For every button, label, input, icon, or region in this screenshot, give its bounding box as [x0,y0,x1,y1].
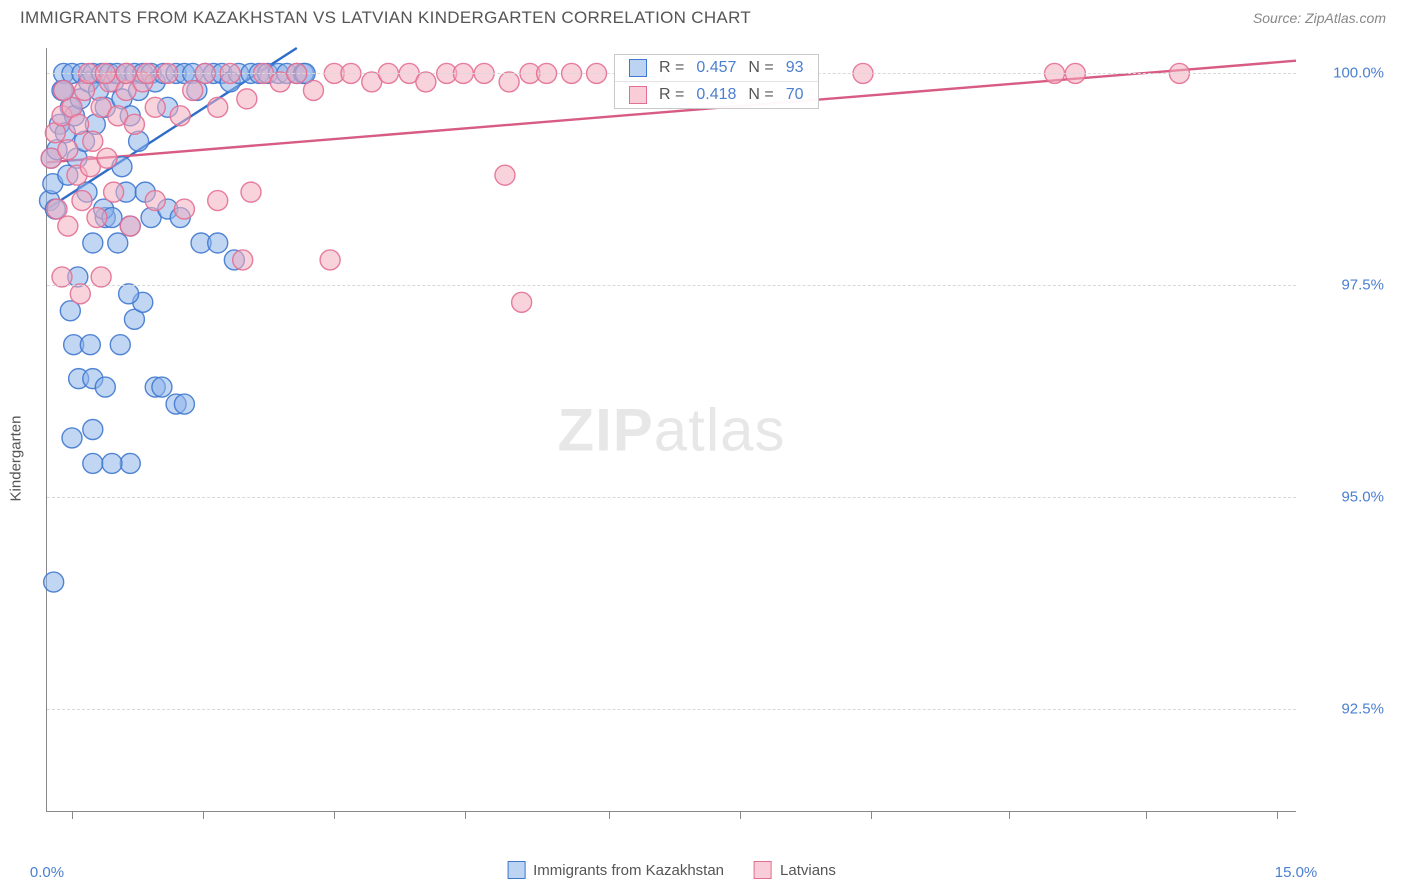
chart-source: Source: ZipAtlas.com [1253,10,1386,26]
gridline-h [47,709,1296,710]
legend-label: Latvians [780,862,836,879]
scatter-point-latvians [52,267,72,287]
n-label: N = [748,59,773,77]
scatter-point-latvians [83,131,103,151]
x-tick-label: 15.0% [1275,864,1318,881]
y-tick-label: 97.5% [1341,277,1384,294]
swatch-latvians [629,86,647,104]
scatter-point-latvians [145,97,165,117]
scatter-point-latvians [124,114,144,134]
scatter-point-kazakhstan [110,335,130,355]
scatter-point-latvians [303,80,323,100]
x-tick-label: 0.0% [30,864,64,881]
scatter-point-latvians [183,80,203,100]
source-label: Source: [1253,10,1301,26]
scatter-point-latvians [97,148,117,168]
swatch-kazakhstan [507,861,525,879]
x-tick [465,811,466,819]
y-tick-label: 100.0% [1333,65,1384,82]
scatter-point-kazakhstan [80,335,100,355]
x-tick [72,811,73,819]
scatter-point-kazakhstan [152,377,172,397]
scatter-point-kazakhstan [83,420,103,440]
scatter-point-latvians [145,191,165,211]
scatter-point-latvians [237,89,257,109]
legend-bottom: Immigrants from Kazakhstan Latvians [507,861,836,879]
scatter-point-kazakhstan [44,572,64,592]
scatter-point-latvians [495,165,515,185]
scatter-point-latvians [320,250,340,270]
y-tick-label: 92.5% [1341,701,1384,718]
r-label: R = [659,59,684,77]
scatter-point-kazakhstan [102,453,122,473]
scatter-point-latvians [499,72,519,92]
scatter-point-kazakhstan [119,284,139,304]
x-tick [334,811,335,819]
scatter-point-kazakhstan [95,377,115,397]
n-value: 70 [786,86,804,104]
x-tick [740,811,741,819]
scatter-point-kazakhstan [108,233,128,253]
chart-container: Kindergarten ZIPatlas R =0.457N =93R =0.… [46,48,1396,852]
n-value: 93 [786,59,804,77]
scatter-point-latvians [72,191,92,211]
r-value: 0.418 [696,86,736,104]
x-tick [1277,811,1278,819]
scatter-point-kazakhstan [208,233,228,253]
x-tick [609,811,610,819]
scatter-point-latvians [58,216,78,236]
r-value: 0.457 [696,59,736,77]
y-axis-label: Kindergarten [8,416,25,502]
scatter-point-latvians [208,191,228,211]
scatter-point-latvians [174,199,194,219]
scatter-point-latvians [91,267,111,287]
scatter-point-latvians [416,72,436,92]
scatter-point-kazakhstan [83,233,103,253]
scatter-point-kazakhstan [174,394,194,414]
swatch-latvians [754,861,772,879]
scatter-point-latvians [87,208,107,228]
x-tick [1146,811,1147,819]
legend-label: Immigrants from Kazakhstan [533,862,724,879]
scatter-point-latvians [512,292,532,312]
scatter-points-layer [47,48,1296,811]
legend-item-latvians: Latvians [754,861,836,879]
gridline-h [47,285,1296,286]
x-tick [203,811,204,819]
stats-row-latvians: R = 0.418 N = 70 [615,81,818,108]
r-label: R = [659,86,684,104]
x-tick [871,811,872,819]
plot-area: ZIPatlas R =0.457N =93R =0.418N =70 Immi… [46,48,1296,812]
y-tick-label: 95.0% [1341,489,1384,506]
scatter-point-latvians [241,182,261,202]
scatter-point-kazakhstan [120,453,140,473]
scatter-point-latvians [120,216,140,236]
x-tick [1009,811,1010,819]
stats-row-kazakhstan: R = 0.457 N = 93 [615,55,818,81]
scatter-point-latvians [170,106,190,126]
source-name: ZipAtlas.com [1305,10,1386,26]
scatter-point-kazakhstan [83,453,103,473]
scatter-point-latvians [104,182,124,202]
legend-item-kazakhstan: Immigrants from Kazakhstan [507,861,724,879]
scatter-point-kazakhstan [62,428,82,448]
scatter-point-latvians [69,114,89,134]
scatter-point-latvians [208,97,228,117]
scatter-point-latvians [54,80,74,100]
n-label: N = [748,86,773,104]
scatter-point-latvians [58,140,78,160]
swatch-kazakhstan [629,59,647,77]
correlation-stats-box: R = 0.457 N = 93 R = 0.418 N = 70 [614,54,819,109]
scatter-point-latvians [233,250,253,270]
scatter-point-latvians [70,284,90,304]
gridline-h [47,497,1296,498]
page-title: IMMIGRANTS FROM KAZAKHSTAN VS LATVIAN KI… [20,8,751,28]
